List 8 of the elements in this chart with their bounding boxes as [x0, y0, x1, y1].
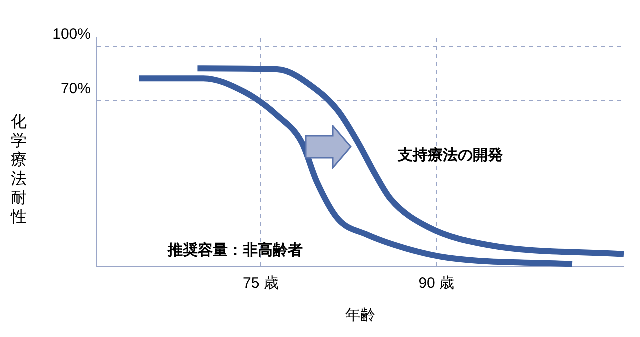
y-tick-label: 100% — [52, 26, 91, 44]
x-tick-label: 75 歳 — [243, 275, 279, 292]
y-tick-label: 70% — [60, 80, 91, 98]
x-tick-label: 90 歳 — [418, 275, 455, 292]
annotation: 支持療法の開発 — [398, 146, 503, 165]
x-axis-title: 年齢 — [346, 307, 376, 324]
annotation: 推奨容量：非高齢者 — [168, 241, 303, 260]
y-axis-title: 化学療法耐性 — [10, 113, 28, 227]
